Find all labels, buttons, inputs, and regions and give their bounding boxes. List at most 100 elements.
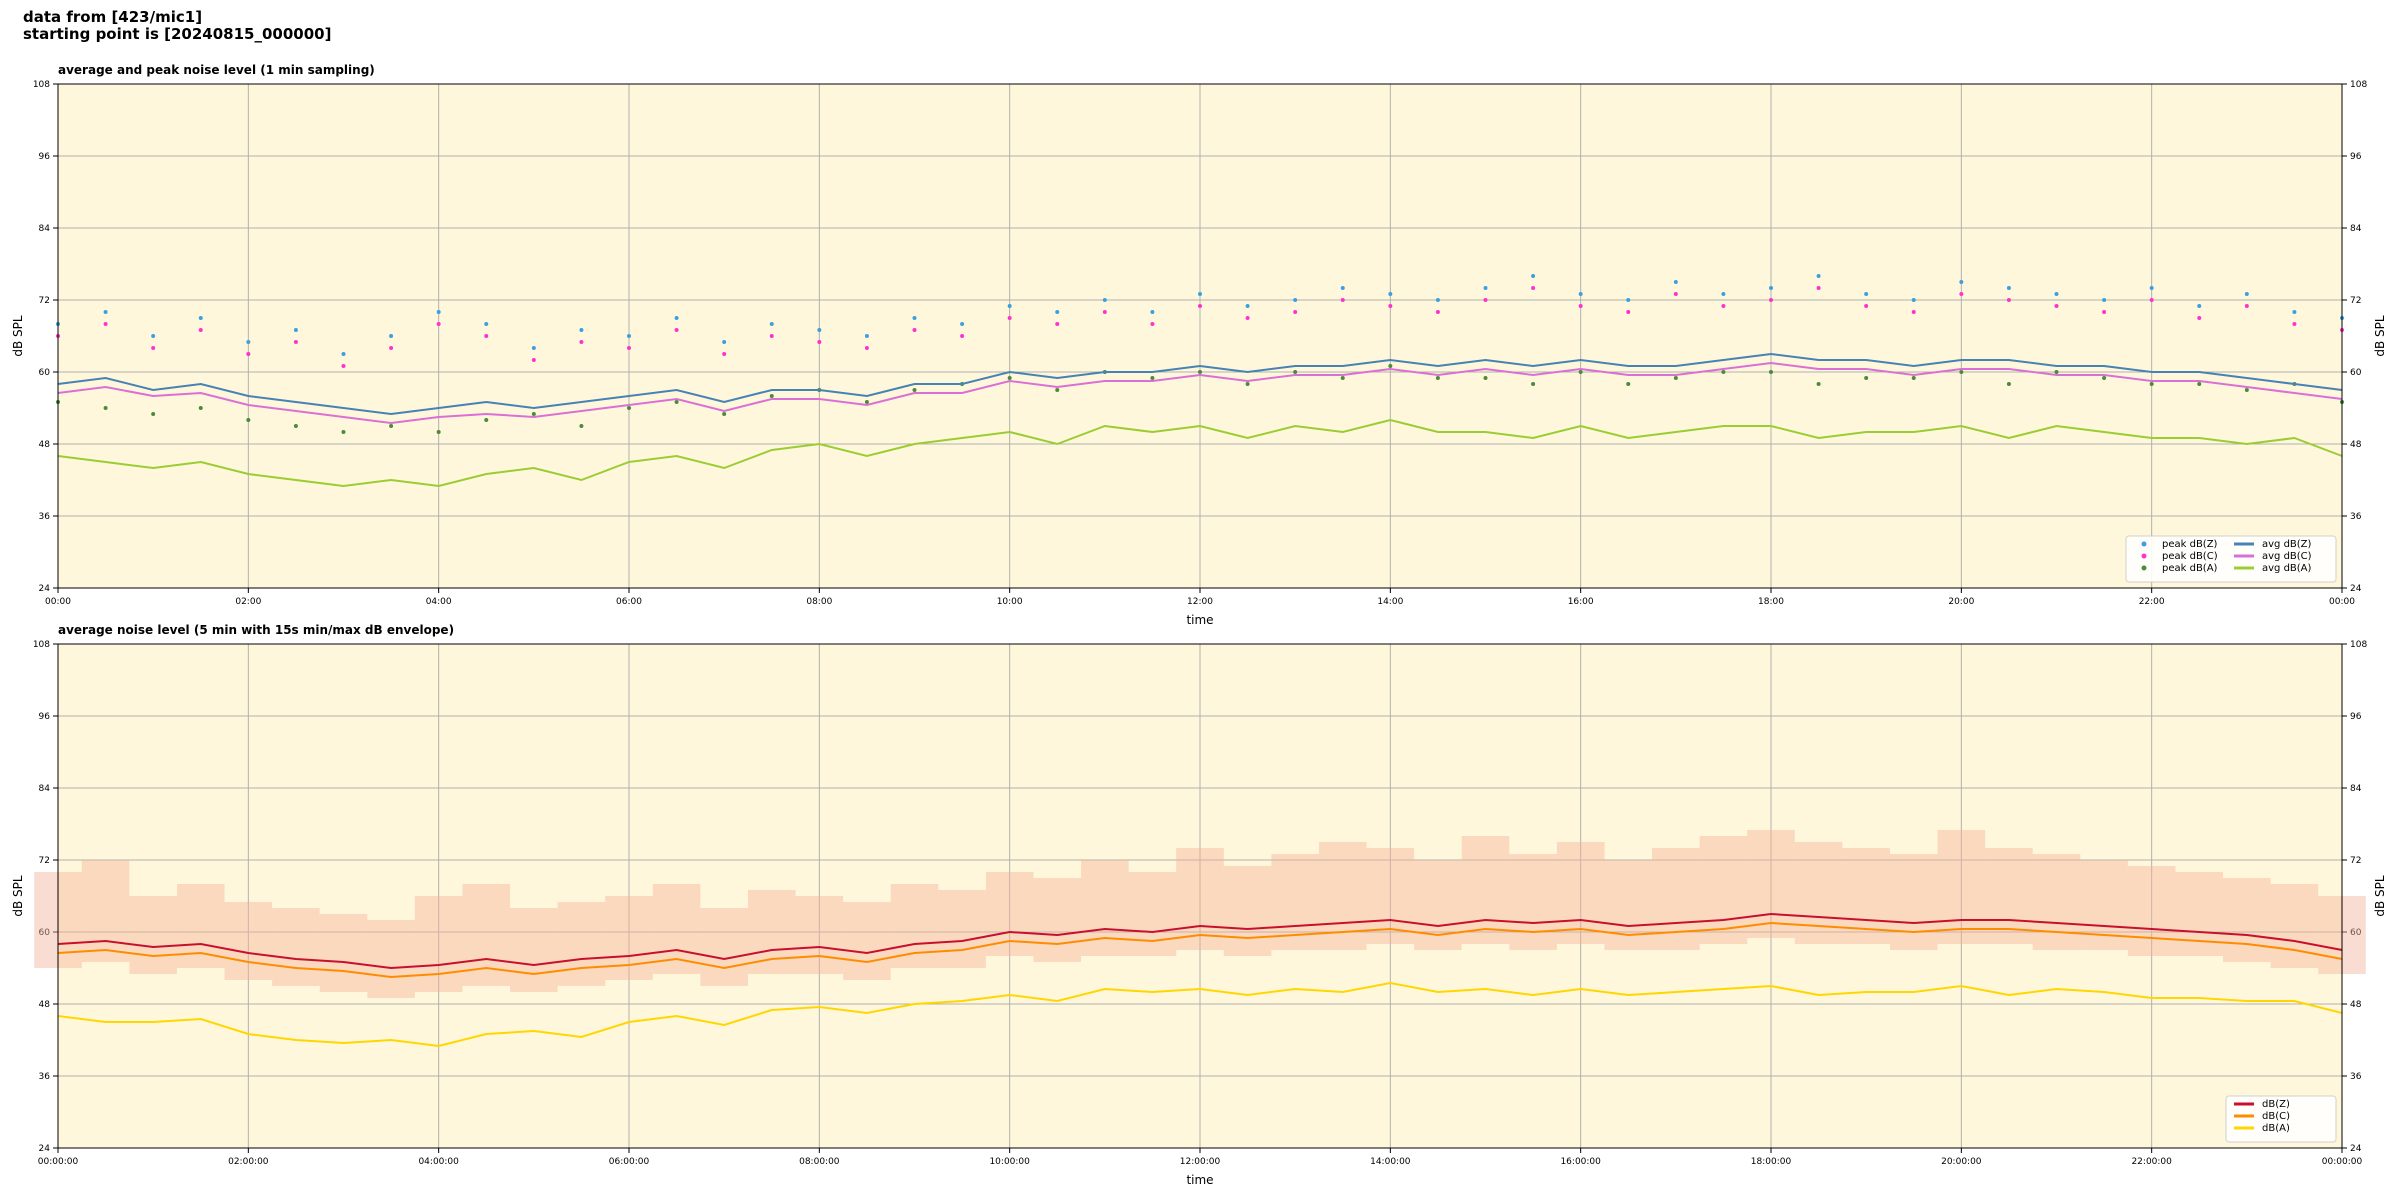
x-tick-label: 12:00 [1187,597,1213,607]
peak-point [674,316,679,320]
y-axis-label: dB SPL [11,875,25,917]
peak-point [1388,304,1393,308]
peak-point [341,364,346,368]
x-tick-label: 12:00:00 [1180,1157,1221,1167]
legend-box [2225,1095,2337,1143]
peak-point [436,430,441,434]
envelope-band [129,896,177,974]
peak-point [1721,304,1726,308]
envelope-band [1414,860,1462,950]
envelope-band [272,908,320,986]
peak-point [1340,298,1345,302]
peak-point [484,322,489,326]
peak-point [864,334,869,338]
peak-point [1055,388,1060,392]
peak-point [151,346,156,350]
x-tick-label: 16:00 [1568,597,1594,607]
peak-point [960,334,965,338]
peak-point [103,322,108,326]
envelope-band [843,902,891,980]
legend-label: peak dB(A) [2162,563,2218,574]
y2-tick-label: 24 [2350,1144,2362,1154]
peak-point [2054,304,2059,308]
peak-point [2197,304,2202,308]
peak-point [1198,370,1202,374]
peak-point [579,328,584,332]
envelope-band [367,920,415,998]
peak-point [1245,304,1250,308]
envelope-band [2127,866,2176,956]
peak-point [436,310,441,314]
peak-point [1007,316,1012,320]
peak-point [2102,298,2107,302]
y2-tick-label: 108 [2350,80,2367,90]
series-line [57,921,2343,979]
peak-point [484,334,489,338]
envelope-band [319,914,368,992]
peak-point [1102,310,1107,314]
x-tick-label: 20:00:00 [1941,1157,1982,1167]
envelope-band [1461,836,1510,944]
peak-point [1388,292,1393,296]
x-tick-label: 02:00 [235,597,261,607]
peak-point [1578,304,1583,308]
peak-point [103,406,108,410]
legend-label: avg dB(C) [2262,551,2312,562]
peak-point [1531,274,1536,278]
y2-axis-label: dB SPL [2373,315,2387,357]
peak-point [722,340,727,344]
peak-point [293,424,298,428]
peak-point [531,412,536,416]
peak-point [769,322,774,326]
legend-label: peak dB(C) [2162,551,2218,562]
x-axis-label: time [1186,1173,1213,1187]
y-tick-label: 48 [39,440,51,450]
legend-marker [2141,541,2147,547]
peak-point [1816,382,1821,386]
peak-point [1055,322,1060,326]
peak-point [1198,304,1202,308]
x-tick-label: 04:00 [426,597,452,607]
x-tick-label: 22:00:00 [2131,1157,2172,1167]
peak-point [246,352,251,356]
x-tick-label: 18:00:00 [1751,1157,1792,1167]
peak-point [151,412,156,416]
legend-label: avg dB(Z) [2262,539,2312,550]
peak-point [1150,376,1155,380]
x-tick-label: 22:00 [2139,597,2165,607]
x-tick-label: 00:00:00 [2322,1157,2363,1167]
legend-marker [2141,565,2147,571]
y2-tick-label: 108 [2350,640,2367,650]
peak-point [1959,280,1964,284]
peak-point [1864,292,1869,296]
peak-point [1721,370,1726,374]
peak-point [389,346,394,350]
peak-point [2102,376,2107,380]
peak-point [531,346,536,350]
y-tick-label: 48 [39,1000,51,1010]
peak-point [1673,280,1678,284]
peak-point [1673,376,1678,380]
peak-point [1531,286,1536,290]
envelope-band [605,896,653,980]
peak-point [2149,298,2154,302]
peak-point [1721,292,1726,296]
peak-point [1769,286,1773,290]
peak-point [2006,286,2011,290]
plot-frame [57,83,2343,589]
legend-box [2125,535,2337,583]
y-tick-label: 108 [33,640,50,650]
x-tick-label: 16:00:00 [1560,1157,1601,1167]
peak-point [2006,382,2011,386]
peak-point [1959,292,1964,296]
peak-point [960,322,965,326]
peak-point [246,340,251,344]
envelope-band [2270,884,2319,968]
peak-point [2197,316,2202,320]
peak-point [627,346,631,350]
x-tick-label: 02:00:00 [228,1157,269,1167]
envelope-band [1081,860,1129,956]
peak-point [2102,310,2107,314]
peak-point [1769,370,1773,374]
peak-point [627,334,631,338]
